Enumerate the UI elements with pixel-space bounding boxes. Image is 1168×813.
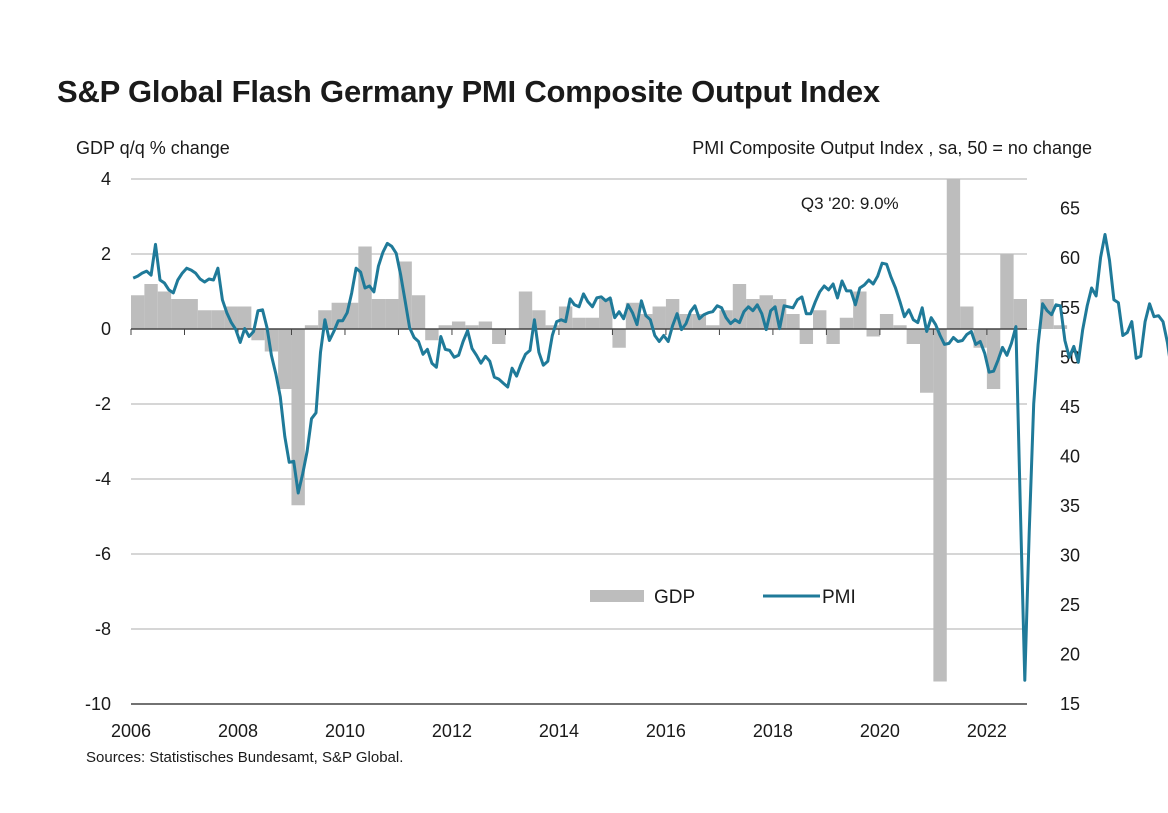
- left-tick-label: -4: [95, 469, 111, 489]
- gdp-bar: [144, 284, 158, 329]
- gdp-bar: [652, 306, 666, 329]
- gdp-bar: [237, 306, 252, 329]
- right-tick-label: 15: [1060, 694, 1080, 714]
- right-tick-label: 20: [1060, 644, 1080, 664]
- gdp-bar: [1053, 325, 1068, 329]
- left-axis-label: GDP q/q % change: [76, 138, 230, 158]
- gdp-bar: [920, 329, 934, 393]
- gdp-bar: [518, 291, 533, 329]
- left-tick-label: -2: [95, 394, 111, 414]
- gdp-bar: [799, 329, 814, 344]
- gdp-bar: [893, 325, 907, 329]
- left-tick-label: -10: [85, 694, 111, 714]
- grid-lines: [131, 178, 1027, 630]
- gdp-bar: [585, 317, 600, 329]
- gdp-bar: [425, 329, 439, 341]
- gdp-bar: [131, 295, 145, 329]
- gdp-bar: [451, 321, 466, 329]
- gdp-bar: [171, 299, 185, 329]
- x-tick-label: 2014: [539, 721, 579, 741]
- right-axis-label: PMI Composite Output Index , sa, 50 = no…: [692, 138, 1092, 158]
- gdp-bar: [411, 295, 426, 329]
- gdp-bar: [986, 329, 1001, 389]
- gdp-bar: [839, 317, 854, 329]
- gdp-bar: [545, 325, 559, 329]
- left-tick-label: -8: [95, 619, 111, 639]
- gdp-bar: [1013, 299, 1027, 329]
- gdp-bar: [492, 329, 506, 344]
- x-tick-label: 2010: [325, 721, 365, 741]
- gdp-bar: [385, 299, 399, 329]
- right-tick-label: 55: [1060, 298, 1080, 318]
- right-tick-label: 25: [1060, 595, 1080, 615]
- pmi-line: [132, 233, 1168, 682]
- gdp-bar: [1027, 329, 1041, 330]
- gdp-bar: [599, 299, 613, 329]
- gdp-bar: [879, 314, 894, 329]
- legend-gdp-swatch: [590, 590, 644, 602]
- gdp-bar: [946, 179, 961, 329]
- gdp-bar: [960, 306, 974, 329]
- gdp-bar: [612, 329, 626, 348]
- x-tick-label: 2016: [646, 721, 686, 741]
- gdp-bars: [131, 179, 1068, 682]
- right-tick-label: 35: [1060, 496, 1080, 516]
- gdp-bar: [331, 302, 345, 329]
- gdp-bar: [813, 310, 827, 329]
- x-tick-label: 2022: [967, 721, 1007, 741]
- gdp-bar: [211, 310, 225, 329]
- left-tick-label: 2: [101, 244, 111, 264]
- annotation-q3-2020: Q3 '20: 9.0%: [801, 194, 899, 213]
- gdp-bar: [465, 325, 479, 329]
- gdp-bar: [853, 291, 867, 329]
- legend-pmi-label: PMI: [822, 587, 856, 608]
- gdp-bar: [438, 325, 452, 329]
- legend-gdp-label: GDP: [654, 587, 695, 608]
- gdp-bar: [251, 329, 265, 341]
- gdp-bar: [197, 310, 212, 329]
- left-tick-label: 4: [101, 169, 111, 189]
- x-axis-ticks: 2006 2008 2010 2012 2014 2016 2018 2020 2022: [111, 329, 1007, 741]
- chart-title: S&P Global Flash Germany PMI Composite O…: [57, 74, 880, 109]
- gdp-bar: [304, 325, 319, 329]
- x-tick-label: 2006: [111, 721, 151, 741]
- gdp-bar: [184, 299, 198, 329]
- x-tick-label: 2018: [753, 721, 793, 741]
- left-tick-label: -6: [95, 544, 111, 564]
- gdp-bar: [371, 299, 386, 329]
- gdp-bar: [786, 314, 800, 329]
- gdp-bar: [706, 325, 720, 329]
- x-tick-label: 2012: [432, 721, 472, 741]
- right-tick-label: 40: [1060, 446, 1080, 466]
- gdp-bar: [692, 314, 707, 329]
- right-tick-label: 65: [1060, 199, 1080, 219]
- source-note: Sources: Statistisches Bundesamt, S&P Gl…: [86, 749, 404, 766]
- x-tick-label: 2008: [218, 721, 258, 741]
- gdp-bar: [1000, 254, 1014, 329]
- right-tick-label: 60: [1060, 248, 1080, 268]
- gdp-bar: [826, 329, 840, 344]
- gdp-bar: [933, 329, 947, 682]
- gdp-bar: [478, 321, 493, 329]
- gdp-bar: [572, 317, 586, 329]
- gdp-bar: [665, 299, 680, 329]
- right-tick-label: 45: [1060, 397, 1080, 417]
- left-tick-label: 0: [101, 319, 111, 339]
- x-tick-label: 2020: [860, 721, 900, 741]
- gdp-bar: [157, 291, 172, 329]
- legend: GDP PMI: [590, 587, 856, 608]
- gdp-bar: [278, 329, 292, 389]
- left-axis-ticks: 4 2 0 -2 -4 -6 -8 -10: [85, 169, 111, 714]
- right-tick-label: 30: [1060, 545, 1080, 565]
- gdp-bar: [866, 329, 880, 337]
- gdp-bar: [906, 329, 921, 344]
